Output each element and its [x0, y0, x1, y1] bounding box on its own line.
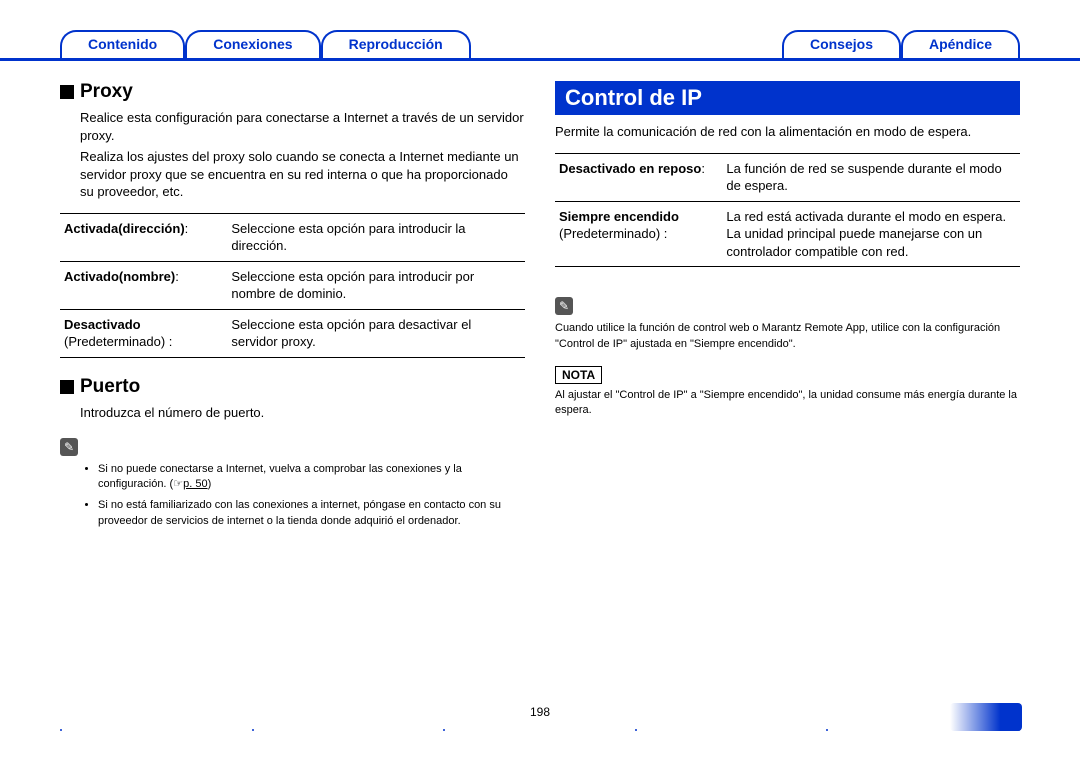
- puerto-heading-text: Puerto: [80, 376, 140, 398]
- label-bold: Siempre encendido: [559, 209, 679, 224]
- nav-tab-reproduccion[interactable]: Reproducción: [321, 30, 471, 58]
- dot-icon: [252, 729, 254, 731]
- list-item: Si no está familiarizado con las conexio…: [98, 498, 525, 529]
- table-row: Desactivado (Predeterminado) : Seleccion…: [60, 309, 525, 357]
- ip-row2-label: Siempre encendido (Predeterminado) :: [555, 201, 722, 267]
- nav-bar: Contenido Conexiones Reproducción Consej…: [0, 0, 1080, 61]
- ip-row1-label: Desactivado en reposo:: [555, 153, 722, 201]
- label-bold: Desactivado: [64, 317, 141, 332]
- label-extra: (Predeterminado) :: [64, 334, 172, 349]
- nota-label: NOTA: [555, 366, 602, 384]
- proxy-para1: Realice esta configuración para conectar…: [80, 109, 525, 144]
- table-row: Activada(dirección): Seleccione esta opc…: [60, 213, 525, 261]
- nota-text: Al ajustar el "Control de IP" a "Siempre…: [555, 388, 1020, 419]
- label-extra: :: [185, 221, 189, 236]
- page-link[interactable]: p. 50: [183, 478, 207, 490]
- proxy-row3-desc: Seleccione esta opción para desactivar e…: [227, 309, 525, 357]
- proxy-row2-label: Activado(nombre):: [60, 261, 227, 309]
- main-content: Proxy Realice esta configuración para co…: [0, 81, 1080, 535]
- pencil-icon: ✎: [60, 438, 78, 456]
- dot-icon: [635, 729, 637, 731]
- square-marker-icon: [60, 85, 74, 99]
- left-column: Proxy Realice esta configuración para co…: [60, 81, 525, 535]
- tip1-text-a: Si no puede conectarse a Internet, vuelv…: [98, 463, 462, 490]
- nav-left-group: Contenido Conexiones Reproducción: [60, 30, 471, 58]
- proxy-settings-table: Activada(dirección): Seleccione esta opc…: [60, 213, 525, 358]
- table-row: Siempre encendido (Predeterminado) : La …: [555, 201, 1020, 267]
- puerto-heading: Puerto: [60, 376, 525, 398]
- next-page-button[interactable]: [950, 703, 1022, 731]
- label-bold: Desactivado en reposo: [559, 161, 701, 176]
- proxy-row2-desc: Seleccione esta opción para introducir p…: [227, 261, 525, 309]
- dot-icon: [1018, 729, 1020, 731]
- dot-icon: [443, 729, 445, 731]
- nav-tab-apendice[interactable]: Apéndice: [901, 30, 1020, 58]
- table-row: Activado(nombre): Seleccione esta opción…: [60, 261, 525, 309]
- dot-icon: [826, 729, 828, 731]
- control-ip-intro: Permite la comunicación de red con la al…: [555, 123, 1020, 141]
- nav-tab-conexiones[interactable]: Conexiones: [185, 30, 320, 58]
- puerto-para: Introduzca el número de puerto.: [80, 404, 525, 422]
- footer-markers: [60, 729, 1020, 731]
- square-marker-icon: [60, 380, 74, 394]
- ip-tip-text: Cuando utilice la función de control web…: [555, 321, 1020, 352]
- control-ip-banner: Control de IP: [555, 81, 1020, 115]
- tip1-text-b: ): [208, 478, 212, 490]
- ip-row2-desc: La red está activada durante el modo en …: [722, 201, 1020, 267]
- proxy-row3-label: Desactivado (Predeterminado) :: [60, 309, 227, 357]
- label-bold: Activada(dirección): [64, 221, 185, 236]
- table-row: Desactivado en reposo: La función de red…: [555, 153, 1020, 201]
- ip-row1-desc: La función de red se suspende durante el…: [722, 153, 1020, 201]
- pointer-icon: ☞: [173, 478, 183, 490]
- proxy-row1-desc: Seleccione esta opción para introducir l…: [227, 213, 525, 261]
- proxy-row1-label: Activada(dirección):: [60, 213, 227, 261]
- pencil-icon: ✎: [555, 297, 573, 315]
- proxy-para2: Realiza los ajustes del proxy solo cuand…: [80, 148, 525, 201]
- label-extra: :: [701, 161, 705, 176]
- label-extra: :: [175, 269, 179, 284]
- nav-tab-contenido[interactable]: Contenido: [60, 30, 185, 58]
- right-column: Control de IP Permite la comunicación de…: [555, 81, 1020, 535]
- label-bold: Activado(nombre): [64, 269, 175, 284]
- dot-icon: [60, 729, 62, 731]
- proxy-tips-list: Si no puede conectarse a Internet, vuelv…: [98, 462, 525, 530]
- proxy-heading: Proxy: [60, 81, 525, 103]
- list-item: Si no puede conectarse a Internet, vuelv…: [98, 462, 525, 493]
- tip2-text: Si no está familiarizado con las conexio…: [98, 499, 501, 526]
- nav-tab-consejos[interactable]: Consejos: [782, 30, 901, 58]
- nav-right-group: Consejos Apéndice: [782, 30, 1020, 58]
- page-number: 198: [0, 705, 1080, 719]
- proxy-heading-text: Proxy: [80, 81, 133, 103]
- label-extra: (Predeterminado) :: [559, 226, 667, 241]
- control-ip-table: Desactivado en reposo: La función de red…: [555, 153, 1020, 268]
